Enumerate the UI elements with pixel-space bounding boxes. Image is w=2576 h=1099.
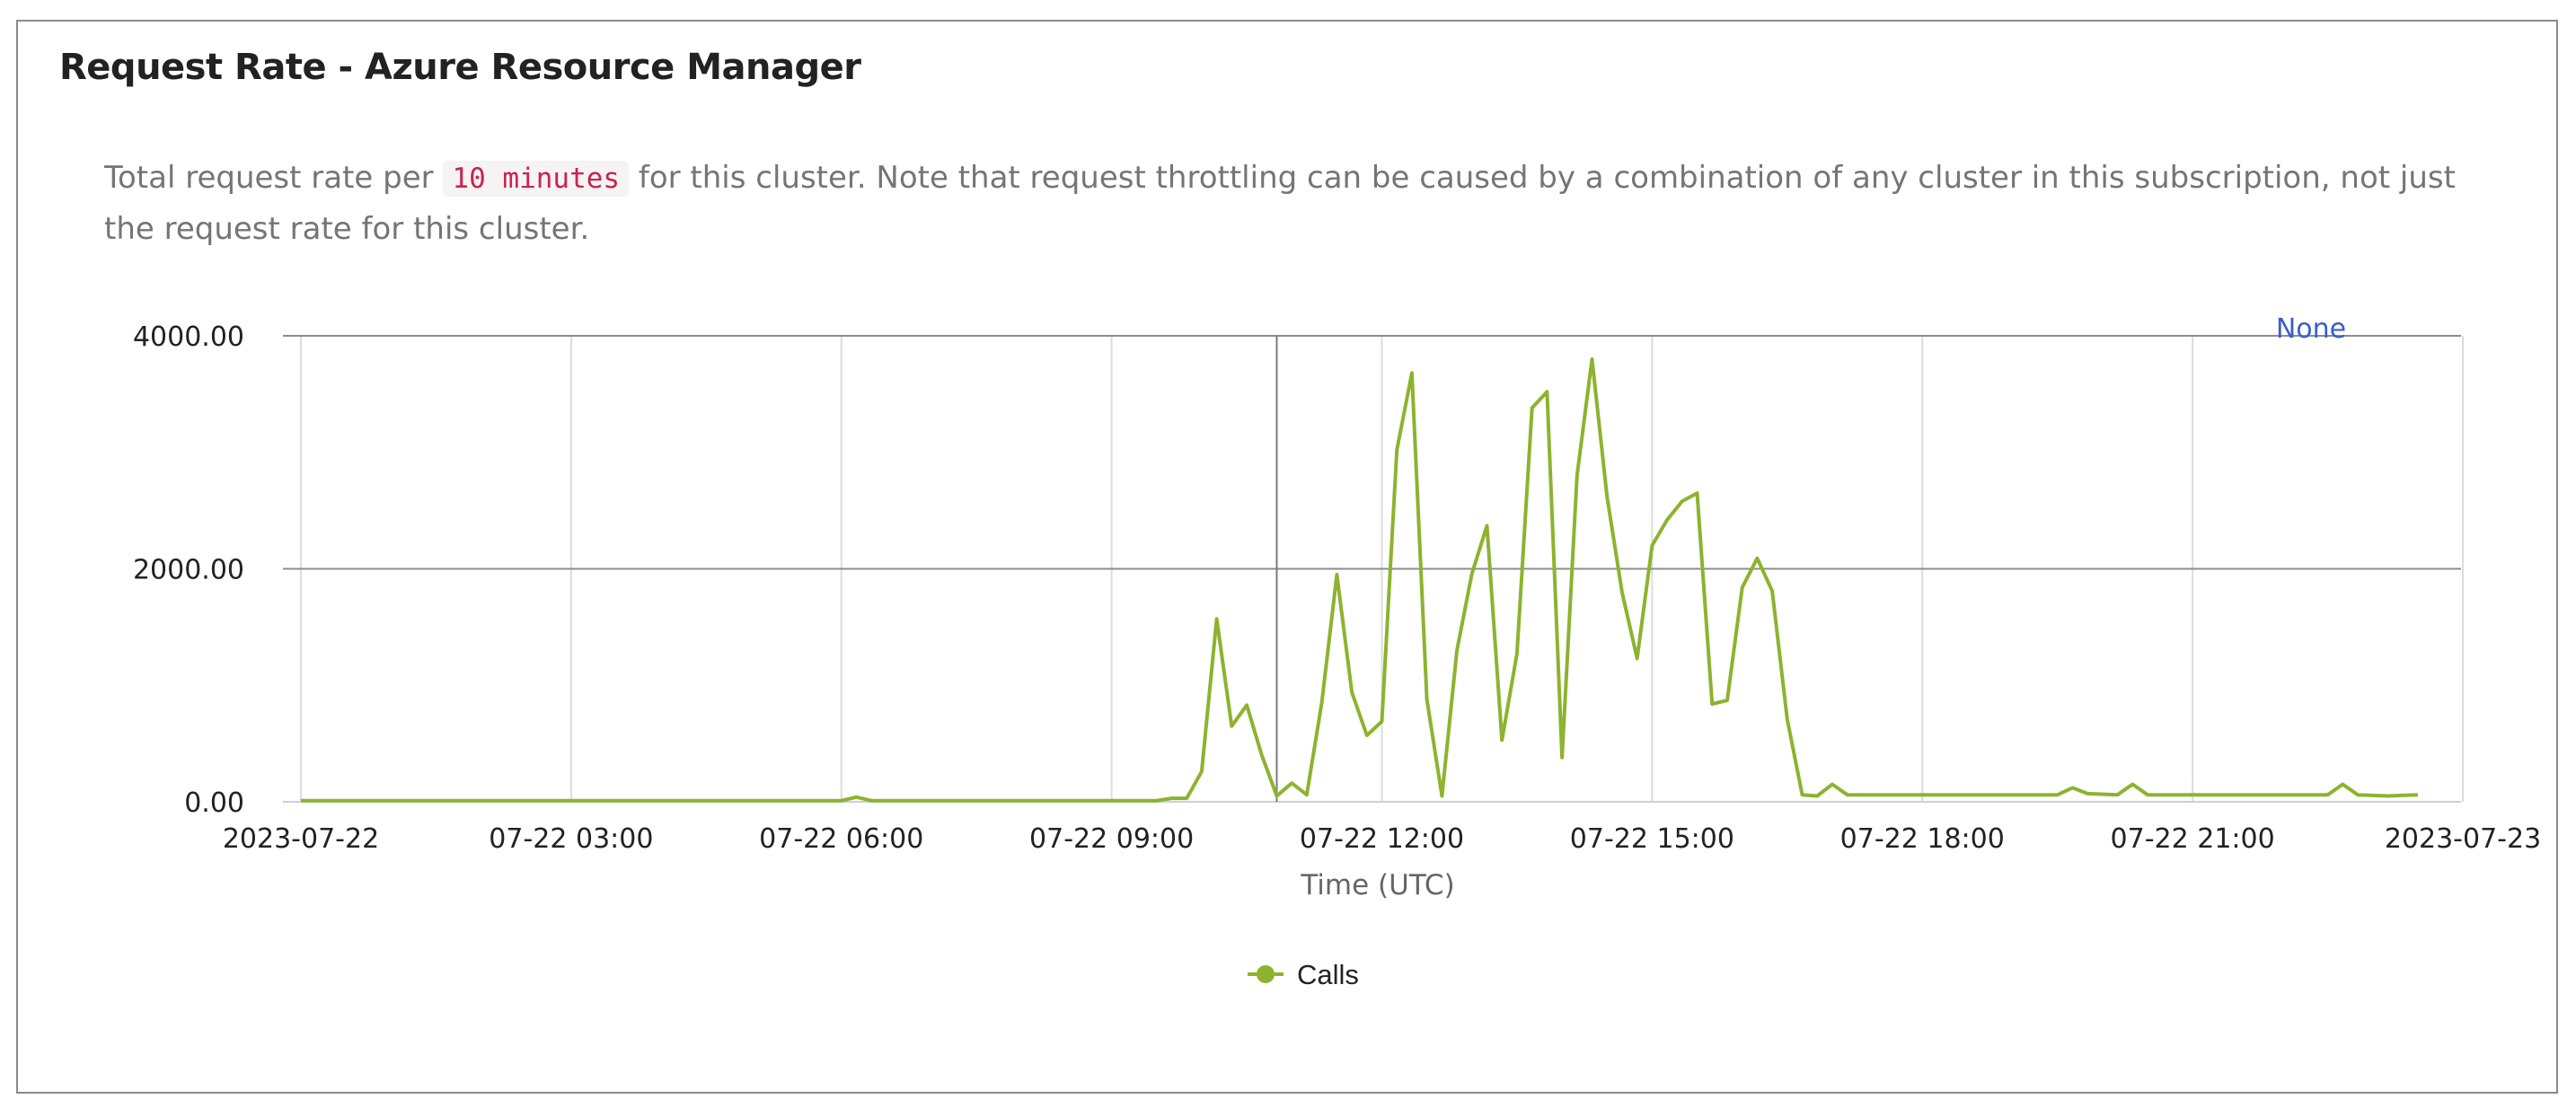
x-tick-label-2: 07-22 06:00 <box>759 823 923 855</box>
panel-title: Request Rate - Azure Resource Manager <box>59 47 861 88</box>
description-text-before: Total request rate per <box>104 160 444 196</box>
none-annotation[interactable]: None <box>2276 313 2346 345</box>
x-tick-label-5: 07-22 15:00 <box>1570 823 1734 855</box>
x-tick-label-4: 07-22 12:00 <box>1300 823 1464 855</box>
y-tick-label-1: 2000.00 <box>133 555 244 586</box>
y-grid-lines <box>283 335 2461 570</box>
legend-item-calls[interactable]: Calls <box>1297 959 1359 990</box>
interval-code: 10 minutes <box>443 161 630 197</box>
x-axis-label: Time (UTC) <box>1300 869 1454 901</box>
x-tick-label-8: 2023-07-23 <box>2385 823 2541 855</box>
series-line-calls[interactable] <box>301 357 2418 803</box>
x-tick-labels: 2023-07-22 07-22 03:00 07-22 06:00 07-22 09… <box>223 823 2541 855</box>
panel-description: Total request rate per 10 minutes for th… <box>104 153 2484 254</box>
panel-card <box>16 20 2558 1094</box>
legend[interactable]: Calls <box>1248 959 1359 990</box>
y-tick-labels: 4000.00 2000.00 0.00 <box>133 321 244 819</box>
x-tick-label-7: 07-22 21:00 <box>2111 823 2275 855</box>
description-text-after: for this cluster. Note that request thro… <box>104 160 2456 247</box>
y-tick-label-0: 4000.00 <box>133 321 244 353</box>
x-tick-label-6: 07-22 18:00 <box>1840 823 2005 855</box>
legend-swatch-dot <box>1257 965 1275 983</box>
x-tick-label-1: 07-22 03:00 <box>489 823 653 855</box>
x-tick-label-0: 2023-07-22 <box>223 823 379 855</box>
x-tick-label-3: 07-22 09:00 <box>1029 823 1194 855</box>
y-tick-label-2: 0.00 <box>184 787 244 819</box>
